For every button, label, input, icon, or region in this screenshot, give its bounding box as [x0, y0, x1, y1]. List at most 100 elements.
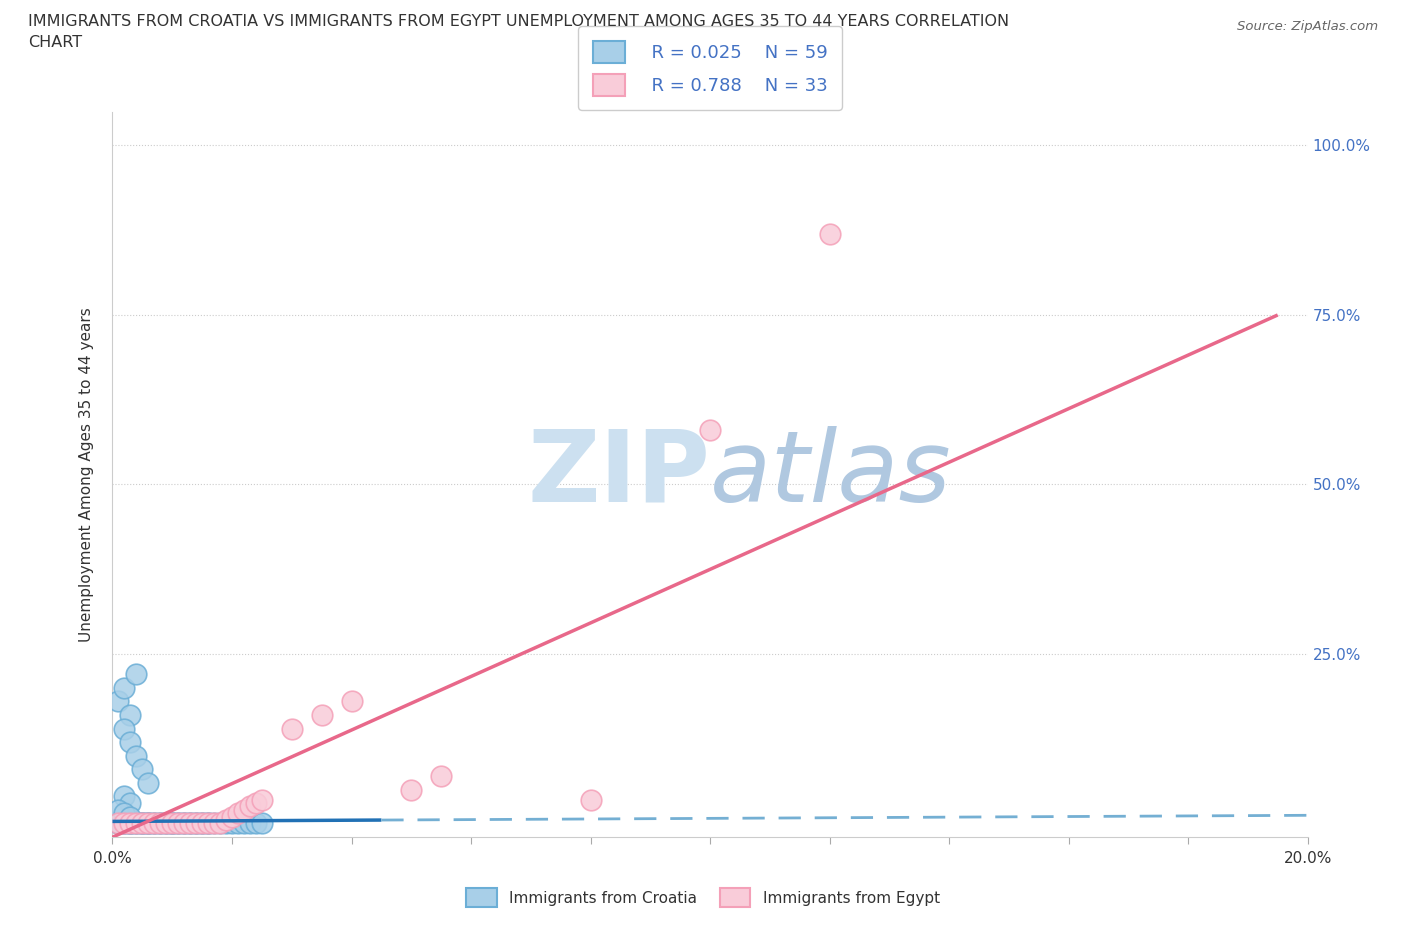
Point: [107, 816, 129, 830]
Point: [179, 816, 201, 830]
Point: [579, 792, 602, 807]
Point: [125, 816, 148, 830]
Point: [143, 816, 166, 830]
Point: [120, 816, 142, 830]
Point: [138, 776, 160, 790]
Point: [179, 816, 201, 830]
Point: [114, 816, 135, 830]
Point: [239, 816, 262, 830]
Point: [818, 226, 841, 241]
Point: [155, 816, 177, 830]
Point: [107, 694, 129, 709]
Point: [186, 816, 208, 830]
Point: [131, 816, 153, 830]
Point: [114, 816, 135, 830]
Point: [125, 749, 148, 764]
Legend: Immigrants from Croatia, Immigrants from Egypt: Immigrants from Croatia, Immigrants from…: [460, 883, 946, 913]
Point: [173, 816, 195, 830]
Point: [114, 721, 135, 736]
Point: [107, 803, 129, 817]
Point: [120, 796, 142, 811]
Point: [138, 816, 160, 830]
Point: [143, 816, 166, 830]
Point: [186, 816, 208, 830]
Point: [311, 708, 333, 723]
Point: [226, 805, 249, 820]
Point: [233, 803, 256, 817]
Point: [340, 694, 363, 709]
Point: [173, 816, 195, 830]
Point: [197, 816, 219, 830]
Point: [179, 816, 201, 830]
Point: [401, 782, 423, 797]
Legend:   R = 0.025    N = 59,   R = 0.788    N = 33: R = 0.025 N = 59, R = 0.788 N = 33: [578, 26, 842, 110]
Point: [120, 708, 142, 723]
Point: [245, 796, 267, 811]
Point: [114, 816, 135, 830]
Text: CHART: CHART: [28, 35, 82, 50]
Point: [226, 816, 249, 830]
Point: [131, 816, 153, 830]
Point: [202, 816, 225, 830]
Point: [114, 789, 135, 804]
Point: [215, 816, 238, 830]
Point: [114, 681, 135, 696]
Point: [155, 816, 177, 830]
Point: [138, 816, 160, 830]
Point: [114, 805, 135, 820]
Point: [167, 816, 190, 830]
Point: [245, 816, 267, 830]
Point: [162, 816, 183, 830]
Point: [221, 816, 243, 830]
Point: [239, 799, 262, 814]
Point: [167, 816, 190, 830]
Point: [107, 816, 129, 830]
Point: [167, 816, 190, 830]
Point: [186, 816, 208, 830]
Point: [149, 816, 172, 830]
Point: [138, 816, 160, 830]
Y-axis label: Unemployment Among Ages 35 to 44 years: Unemployment Among Ages 35 to 44 years: [79, 307, 94, 642]
Point: [149, 816, 172, 830]
Point: [215, 813, 238, 828]
Point: [120, 816, 142, 830]
Point: [162, 816, 183, 830]
Point: [191, 816, 214, 830]
Point: [202, 816, 225, 830]
Point: [197, 816, 219, 830]
Point: [131, 816, 153, 830]
Point: [162, 816, 183, 830]
Point: [125, 816, 148, 830]
Text: IMMIGRANTS FROM CROATIA VS IMMIGRANTS FROM EGYPT UNEMPLOYMENT AMONG AGES 35 TO 4: IMMIGRANTS FROM CROATIA VS IMMIGRANTS FR…: [28, 14, 1010, 29]
Point: [699, 423, 721, 438]
Point: [162, 816, 183, 830]
Point: [149, 816, 172, 830]
Point: [120, 809, 142, 824]
Point: [107, 816, 129, 830]
Point: [233, 816, 256, 830]
Point: [138, 816, 160, 830]
Point: [250, 792, 273, 807]
Point: [191, 816, 214, 830]
Point: [250, 816, 273, 830]
Point: [430, 768, 453, 783]
Point: [173, 816, 195, 830]
Point: [143, 816, 166, 830]
Point: [197, 816, 219, 830]
Point: [131, 762, 153, 777]
Point: [131, 816, 153, 830]
Text: atlas: atlas: [710, 426, 952, 523]
Text: Source: ZipAtlas.com: Source: ZipAtlas.com: [1237, 20, 1378, 33]
Point: [120, 816, 142, 830]
Text: ZIP: ZIP: [527, 426, 710, 523]
Point: [209, 816, 232, 830]
Point: [155, 816, 177, 830]
Point: [281, 721, 304, 736]
Point: [120, 816, 142, 830]
Point: [125, 816, 148, 830]
Point: [125, 667, 148, 682]
Point: [191, 816, 214, 830]
Point: [209, 816, 232, 830]
Point: [221, 809, 243, 824]
Point: [120, 735, 142, 750]
